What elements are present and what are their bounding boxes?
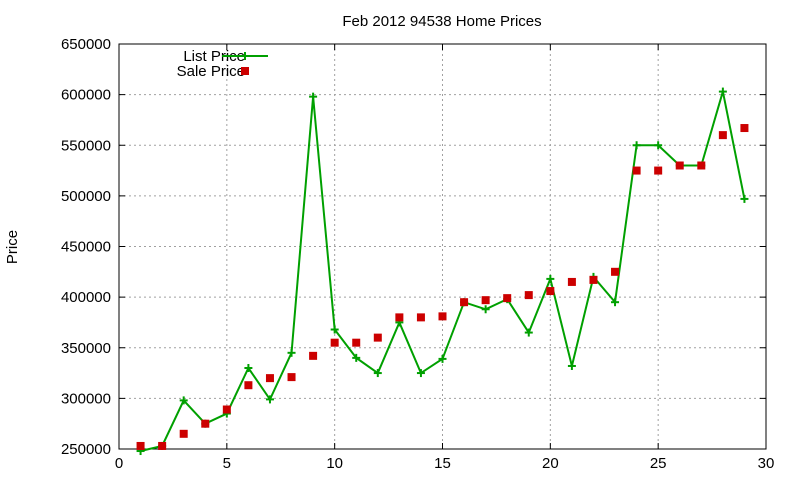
chart-title: Feb 2012 94538 Home Prices	[342, 13, 541, 30]
y-tick-labels: 250000 300000 350000 400000 450000 500000 5500…	[61, 36, 111, 458]
x-tick-label: 0	[115, 455, 123, 472]
sale-price-point	[373, 333, 382, 342]
sale-price-point	[481, 296, 490, 305]
y-tick-label: 550000	[61, 137, 111, 154]
list-price-point	[632, 141, 641, 150]
y-axis-label: Price	[4, 230, 21, 264]
sale-price-point	[179, 429, 188, 438]
legend: List Price Sale Price	[177, 48, 268, 80]
sale-price-point	[675, 161, 684, 170]
y-tick-label: 300000	[61, 390, 111, 407]
sale-price-point	[352, 338, 361, 347]
sale-price-point	[546, 287, 555, 296]
sale-price-point	[697, 161, 706, 170]
sale-price-point	[524, 291, 533, 300]
legend-label-sale-price: Sale Price	[177, 63, 245, 80]
x-tick-label: 5	[223, 455, 231, 472]
legend-swatch-sale-price	[241, 67, 249, 75]
list-price-point	[611, 298, 620, 307]
list-price-point	[330, 325, 339, 334]
sale-price-point	[222, 405, 231, 414]
sale-price-point	[567, 277, 576, 286]
sale-price-point	[265, 374, 274, 383]
sale-price-point	[287, 373, 296, 382]
sale-price-point	[416, 313, 425, 322]
sale-price-point	[330, 338, 339, 347]
y-tick-label: 650000	[61, 36, 111, 53]
list-price-point	[567, 361, 576, 370]
sale-price-point	[654, 166, 663, 175]
sale-price-point	[201, 419, 210, 428]
sale-price-point	[438, 312, 447, 321]
list-price-point	[740, 194, 749, 203]
sale-price-point	[718, 131, 727, 140]
sale-price-point	[158, 441, 167, 450]
sale-price-point	[740, 124, 749, 133]
list-price-point	[481, 305, 490, 314]
list-price-point	[438, 354, 447, 363]
sale-price-point	[632, 166, 641, 175]
data-series	[136, 87, 749, 456]
y-tick-label: 350000	[61, 340, 111, 357]
x-tick-label: 30	[758, 455, 775, 472]
y-tick-label: 250000	[61, 441, 111, 458]
x-tick-label: 25	[650, 455, 667, 472]
sale-price-point	[611, 267, 620, 276]
legend-label-list-price: List Price	[183, 48, 245, 65]
list-price-point	[287, 348, 296, 357]
list-price-point	[546, 274, 555, 283]
y-tick-label: 500000	[61, 188, 111, 205]
list-price-point	[718, 87, 727, 96]
legend-cross-marker	[241, 52, 249, 60]
list-price-point	[416, 369, 425, 378]
list-price-point	[352, 353, 361, 362]
sale-price-point	[136, 441, 145, 450]
list-price-point	[373, 369, 382, 378]
sale-price-point	[395, 313, 404, 322]
list-price-point	[179, 396, 188, 405]
y-tick-label: 450000	[61, 239, 111, 256]
sale-price-point	[503, 294, 512, 303]
grid-lines	[119, 44, 766, 449]
sale-price-point	[244, 381, 253, 390]
x-tick-label: 10	[326, 455, 343, 472]
x-tick-label: 20	[542, 455, 559, 472]
list-price-point	[244, 364, 253, 372]
x-tick-label: 15	[434, 455, 451, 472]
sale-price-point	[460, 298, 469, 307]
sale-price-point	[589, 275, 598, 284]
sale-price-point	[309, 351, 318, 360]
list-price-point	[309, 92, 318, 101]
y-tick-label: 400000	[61, 289, 111, 306]
list-price-point	[524, 328, 533, 337]
x-tick-labels: 0 5 10 15 20 25 30	[115, 455, 775, 472]
list-price-point	[654, 141, 663, 150]
axis-ticks	[118, 43, 767, 450]
list-price-point	[265, 395, 274, 404]
y-tick-label: 600000	[61, 87, 111, 104]
